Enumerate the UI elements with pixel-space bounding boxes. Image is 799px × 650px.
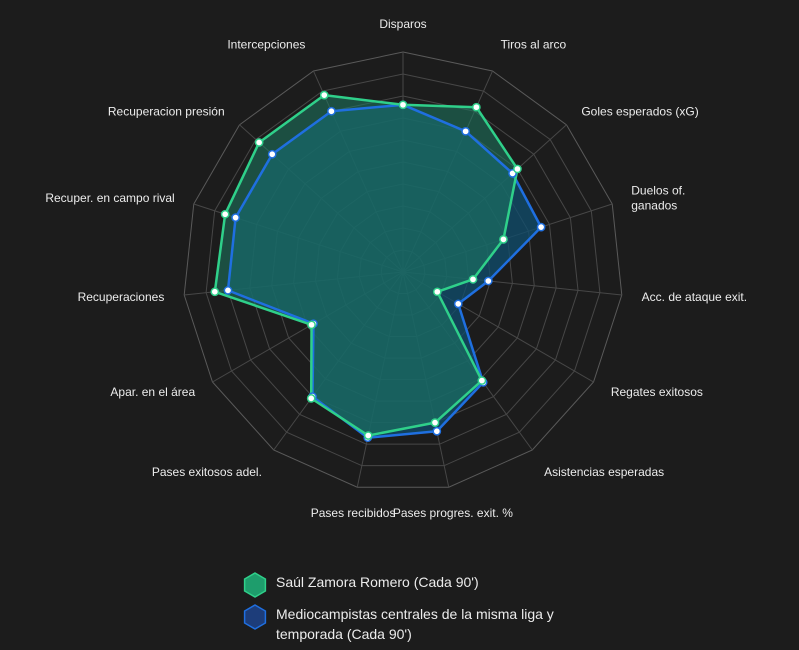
axis-label: Recuperacion presión bbox=[108, 104, 225, 118]
data-point[interactable] bbox=[536, 222, 546, 232]
axis-label: Disparos bbox=[379, 17, 426, 31]
data-point[interactable] bbox=[453, 299, 463, 309]
axis-label: Duelos of. ganados bbox=[631, 183, 685, 212]
axis-label: Tiros al arco bbox=[501, 38, 567, 52]
axis-label: Acc. de ataque exit. bbox=[642, 290, 747, 304]
axis-label: Regates exitosos bbox=[611, 385, 703, 399]
data-point[interactable] bbox=[499, 235, 508, 244]
legend-label-player: Saúl Zamora Romero (Cada 90') bbox=[276, 574, 479, 590]
data-point[interactable] bbox=[267, 149, 277, 159]
data-point[interactable] bbox=[430, 418, 440, 427]
series-line-1 bbox=[226, 103, 543, 439]
axis-label: Pases progres. exit. % bbox=[393, 506, 513, 520]
data-point[interactable] bbox=[513, 164, 522, 174]
axis-label: Goles esperados (xG) bbox=[581, 104, 698, 118]
axis-label: Asistencias esperadas bbox=[544, 465, 664, 479]
axis-label: Recuper. en campo rival bbox=[45, 191, 174, 205]
data-point[interactable] bbox=[472, 102, 481, 112]
legend: Saúl Zamora Romero (Cada 90') Mediocampi… bbox=[243, 572, 603, 650]
data-point[interactable] bbox=[254, 138, 264, 147]
axis-label: Pases recibidos bbox=[311, 506, 396, 520]
radar-chart: Disparos Tiros al arco Goles esperados (xG… bbox=[45, 17, 747, 520]
grid-ring bbox=[183, 51, 623, 488]
data-point[interactable] bbox=[477, 376, 487, 385]
axis-label: Recuperaciones bbox=[78, 290, 165, 304]
legend-item-player[interactable]: Saúl Zamora Romero (Cada 90') bbox=[243, 572, 603, 598]
data-point[interactable] bbox=[483, 276, 493, 286]
data-point[interactable] bbox=[468, 275, 478, 284]
data-point[interactable] bbox=[398, 100, 408, 110]
grid-ring bbox=[205, 73, 601, 467]
hexagon-icon bbox=[243, 604, 267, 630]
data-point[interactable] bbox=[306, 394, 316, 403]
data-point[interactable] bbox=[220, 209, 230, 219]
data-point[interactable] bbox=[461, 126, 470, 136]
hexagon-icon bbox=[243, 572, 267, 598]
data-point[interactable] bbox=[210, 287, 220, 297]
series-area-0 bbox=[214, 95, 518, 436]
radar-series bbox=[210, 90, 546, 443]
data-point[interactable] bbox=[327, 106, 336, 116]
data-point[interactable] bbox=[307, 320, 316, 330]
data-point[interactable] bbox=[319, 90, 329, 100]
axis-labels: Disparos Tiros al arco Goles esperados (xG… bbox=[45, 17, 747, 520]
data-point[interactable] bbox=[432, 426, 442, 436]
legend-item-league[interactable]: Mediocampistas centrales de la misma lig… bbox=[243, 604, 603, 644]
data-point[interactable] bbox=[432, 287, 442, 297]
data-point[interactable] bbox=[223, 286, 233, 295]
axis-label: Pases exitosos adel. bbox=[152, 465, 262, 479]
legend-label-league: Mediocampistas centrales de la misma lig… bbox=[276, 606, 554, 642]
axis-label: Intercepciones bbox=[227, 38, 305, 52]
data-point[interactable] bbox=[363, 431, 373, 440]
data-point[interactable] bbox=[231, 213, 240, 222]
series-line-0 bbox=[213, 93, 519, 437]
axis-label: Apar. en el área bbox=[110, 385, 195, 399]
